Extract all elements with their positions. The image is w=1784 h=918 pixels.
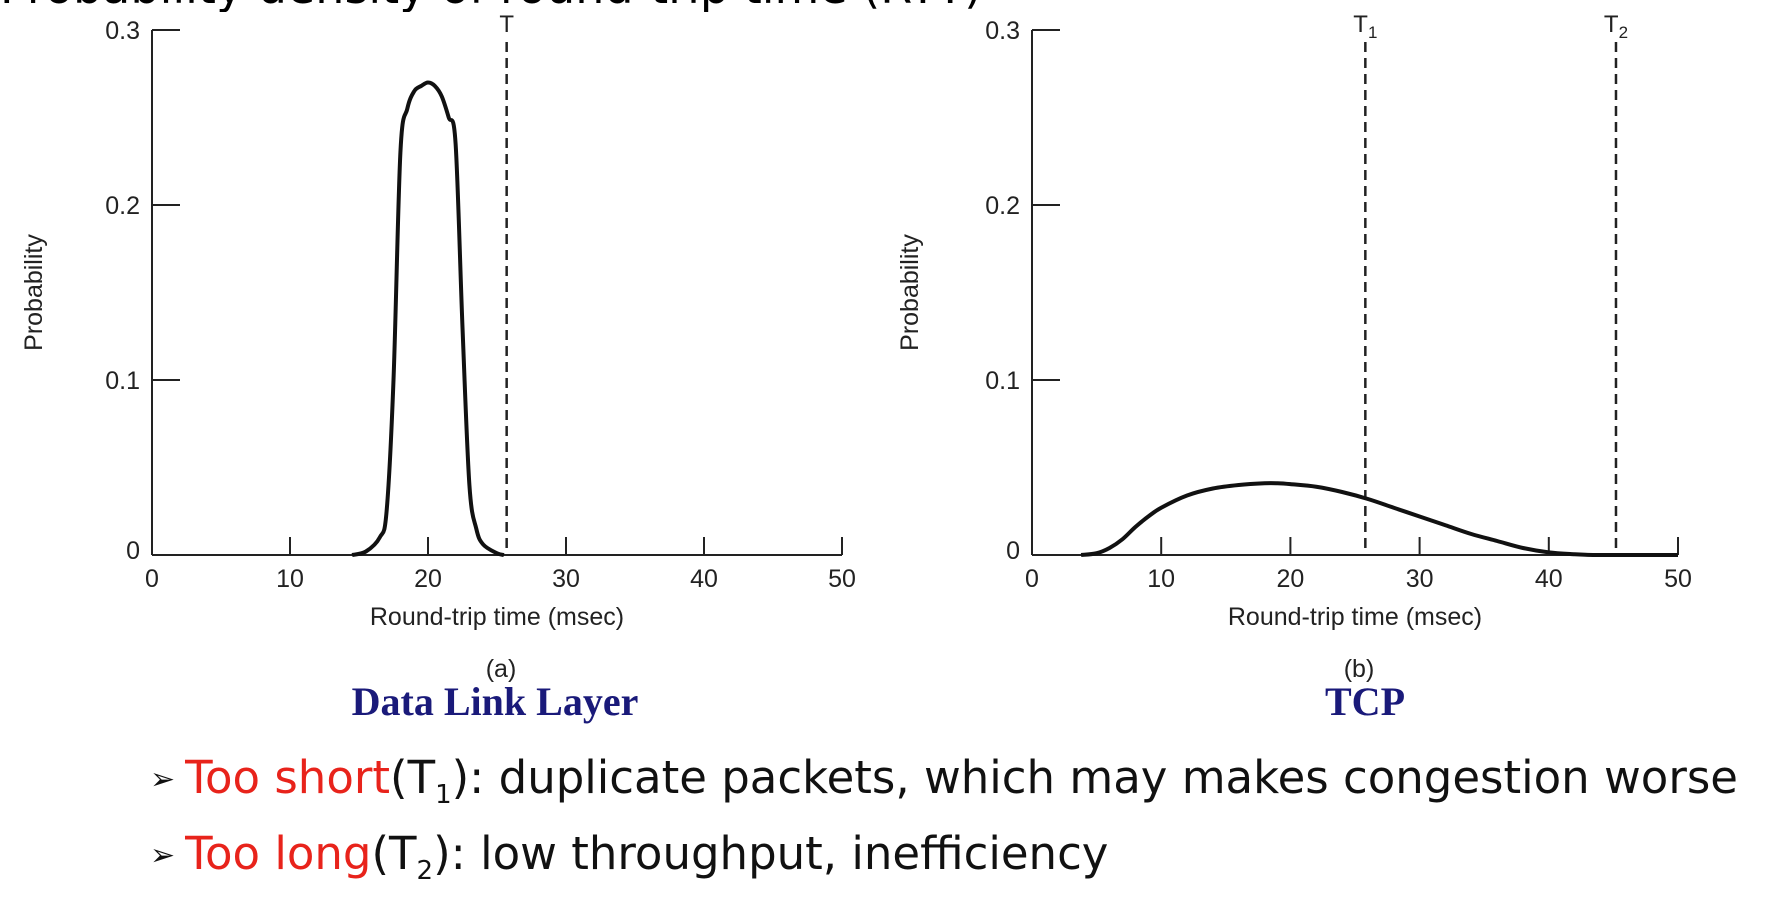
x-tick-label: 30 xyxy=(1406,565,1434,593)
panel-letter: (a) xyxy=(486,655,517,683)
y-axis-label: Probability xyxy=(20,234,48,351)
y-tick-label: 0.1 xyxy=(105,367,140,395)
threshold-label: T xyxy=(499,11,514,38)
x-tick-label: 10 xyxy=(276,565,304,593)
arrowhead-icon: ➢ xyxy=(150,838,176,873)
y-axis-label: Probability xyxy=(896,234,924,351)
threshold-label-main: T xyxy=(499,11,514,38)
threshold-label-main: T xyxy=(1353,11,1368,38)
threshold-ref: T xyxy=(389,827,417,880)
threshold-ref-sub: 1 xyxy=(435,780,452,810)
x-tick-label: 40 xyxy=(690,565,718,593)
highlight-text: Too long xyxy=(185,827,372,880)
x-tick-label: 20 xyxy=(414,565,442,593)
x-tick-label: 20 xyxy=(1276,565,1304,593)
x-tick-label: 0 xyxy=(1025,565,1039,593)
bullet-list: ➢ Too short(T1): duplicate packets, which… xyxy=(150,740,1738,892)
bullet-text: : duplicate packets, which may makes con… xyxy=(469,751,1738,804)
x-tick-label: 10 xyxy=(1147,565,1175,593)
bullet-text: : low throughput, inefficiency xyxy=(450,827,1109,880)
threshold-label-main: T xyxy=(1604,11,1619,38)
threshold-ref-sub: 2 xyxy=(416,856,434,886)
x-tick-label: 50 xyxy=(1664,565,1692,593)
threshold-label-sub: 2 xyxy=(1619,23,1628,42)
threshold-label: T1 xyxy=(1353,11,1377,42)
y-tick-label: 0.2 xyxy=(985,192,1020,220)
bullet-too-short: ➢ Too short(T1): duplicate packets, which… xyxy=(150,751,1738,810)
highlight-text: Too short xyxy=(185,751,390,804)
y-tick-label: 0 xyxy=(1006,537,1020,565)
panel-letter: (b) xyxy=(1344,655,1375,683)
x-axis-label: Round-trip time (msec) xyxy=(1228,603,1482,631)
arrowhead-icon: ➢ xyxy=(150,762,176,797)
density-curve xyxy=(1080,481,1678,558)
panel-caption: TCP xyxy=(1325,679,1405,724)
x-tick-label: 40 xyxy=(1535,565,1563,593)
threshold-ref: T xyxy=(407,751,436,804)
density-curve xyxy=(351,80,505,557)
x-tick-label: 50 xyxy=(828,565,856,593)
y-tick-label: 0.3 xyxy=(105,17,140,45)
slide-title-text: Probability density of round-trip time (… xyxy=(0,0,982,12)
y-tick-label: 0.1 xyxy=(985,367,1020,395)
x-tick-label: 0 xyxy=(145,565,159,593)
y-tick-label: 0.2 xyxy=(105,192,140,220)
x-tick-label: 30 xyxy=(552,565,580,593)
threshold-label: T2 xyxy=(1604,11,1628,42)
bullet-too-long: ➢ Too long(T2): low throughput, inefficie… xyxy=(150,827,1109,886)
threshold-label-sub: 1 xyxy=(1368,23,1377,42)
x-axis-label: Round-trip time (msec) xyxy=(370,603,624,631)
panel-caption: Data Link Layer xyxy=(352,679,639,724)
slide-title: Probability density of round-trip time (… xyxy=(0,0,1784,12)
chart-panel-b: 0 10 20 30 40 50 0 0.1 0.2 0.3 Round-trip time (ms… xyxy=(896,11,1692,724)
y-tick-label: 0 xyxy=(126,537,140,565)
y-tick-label: 0.3 xyxy=(985,17,1020,45)
chart-panel-a: 0 10 20 30 40 50 0 0.1 0.2 0.3 Round-trip time (ms… xyxy=(20,11,856,724)
